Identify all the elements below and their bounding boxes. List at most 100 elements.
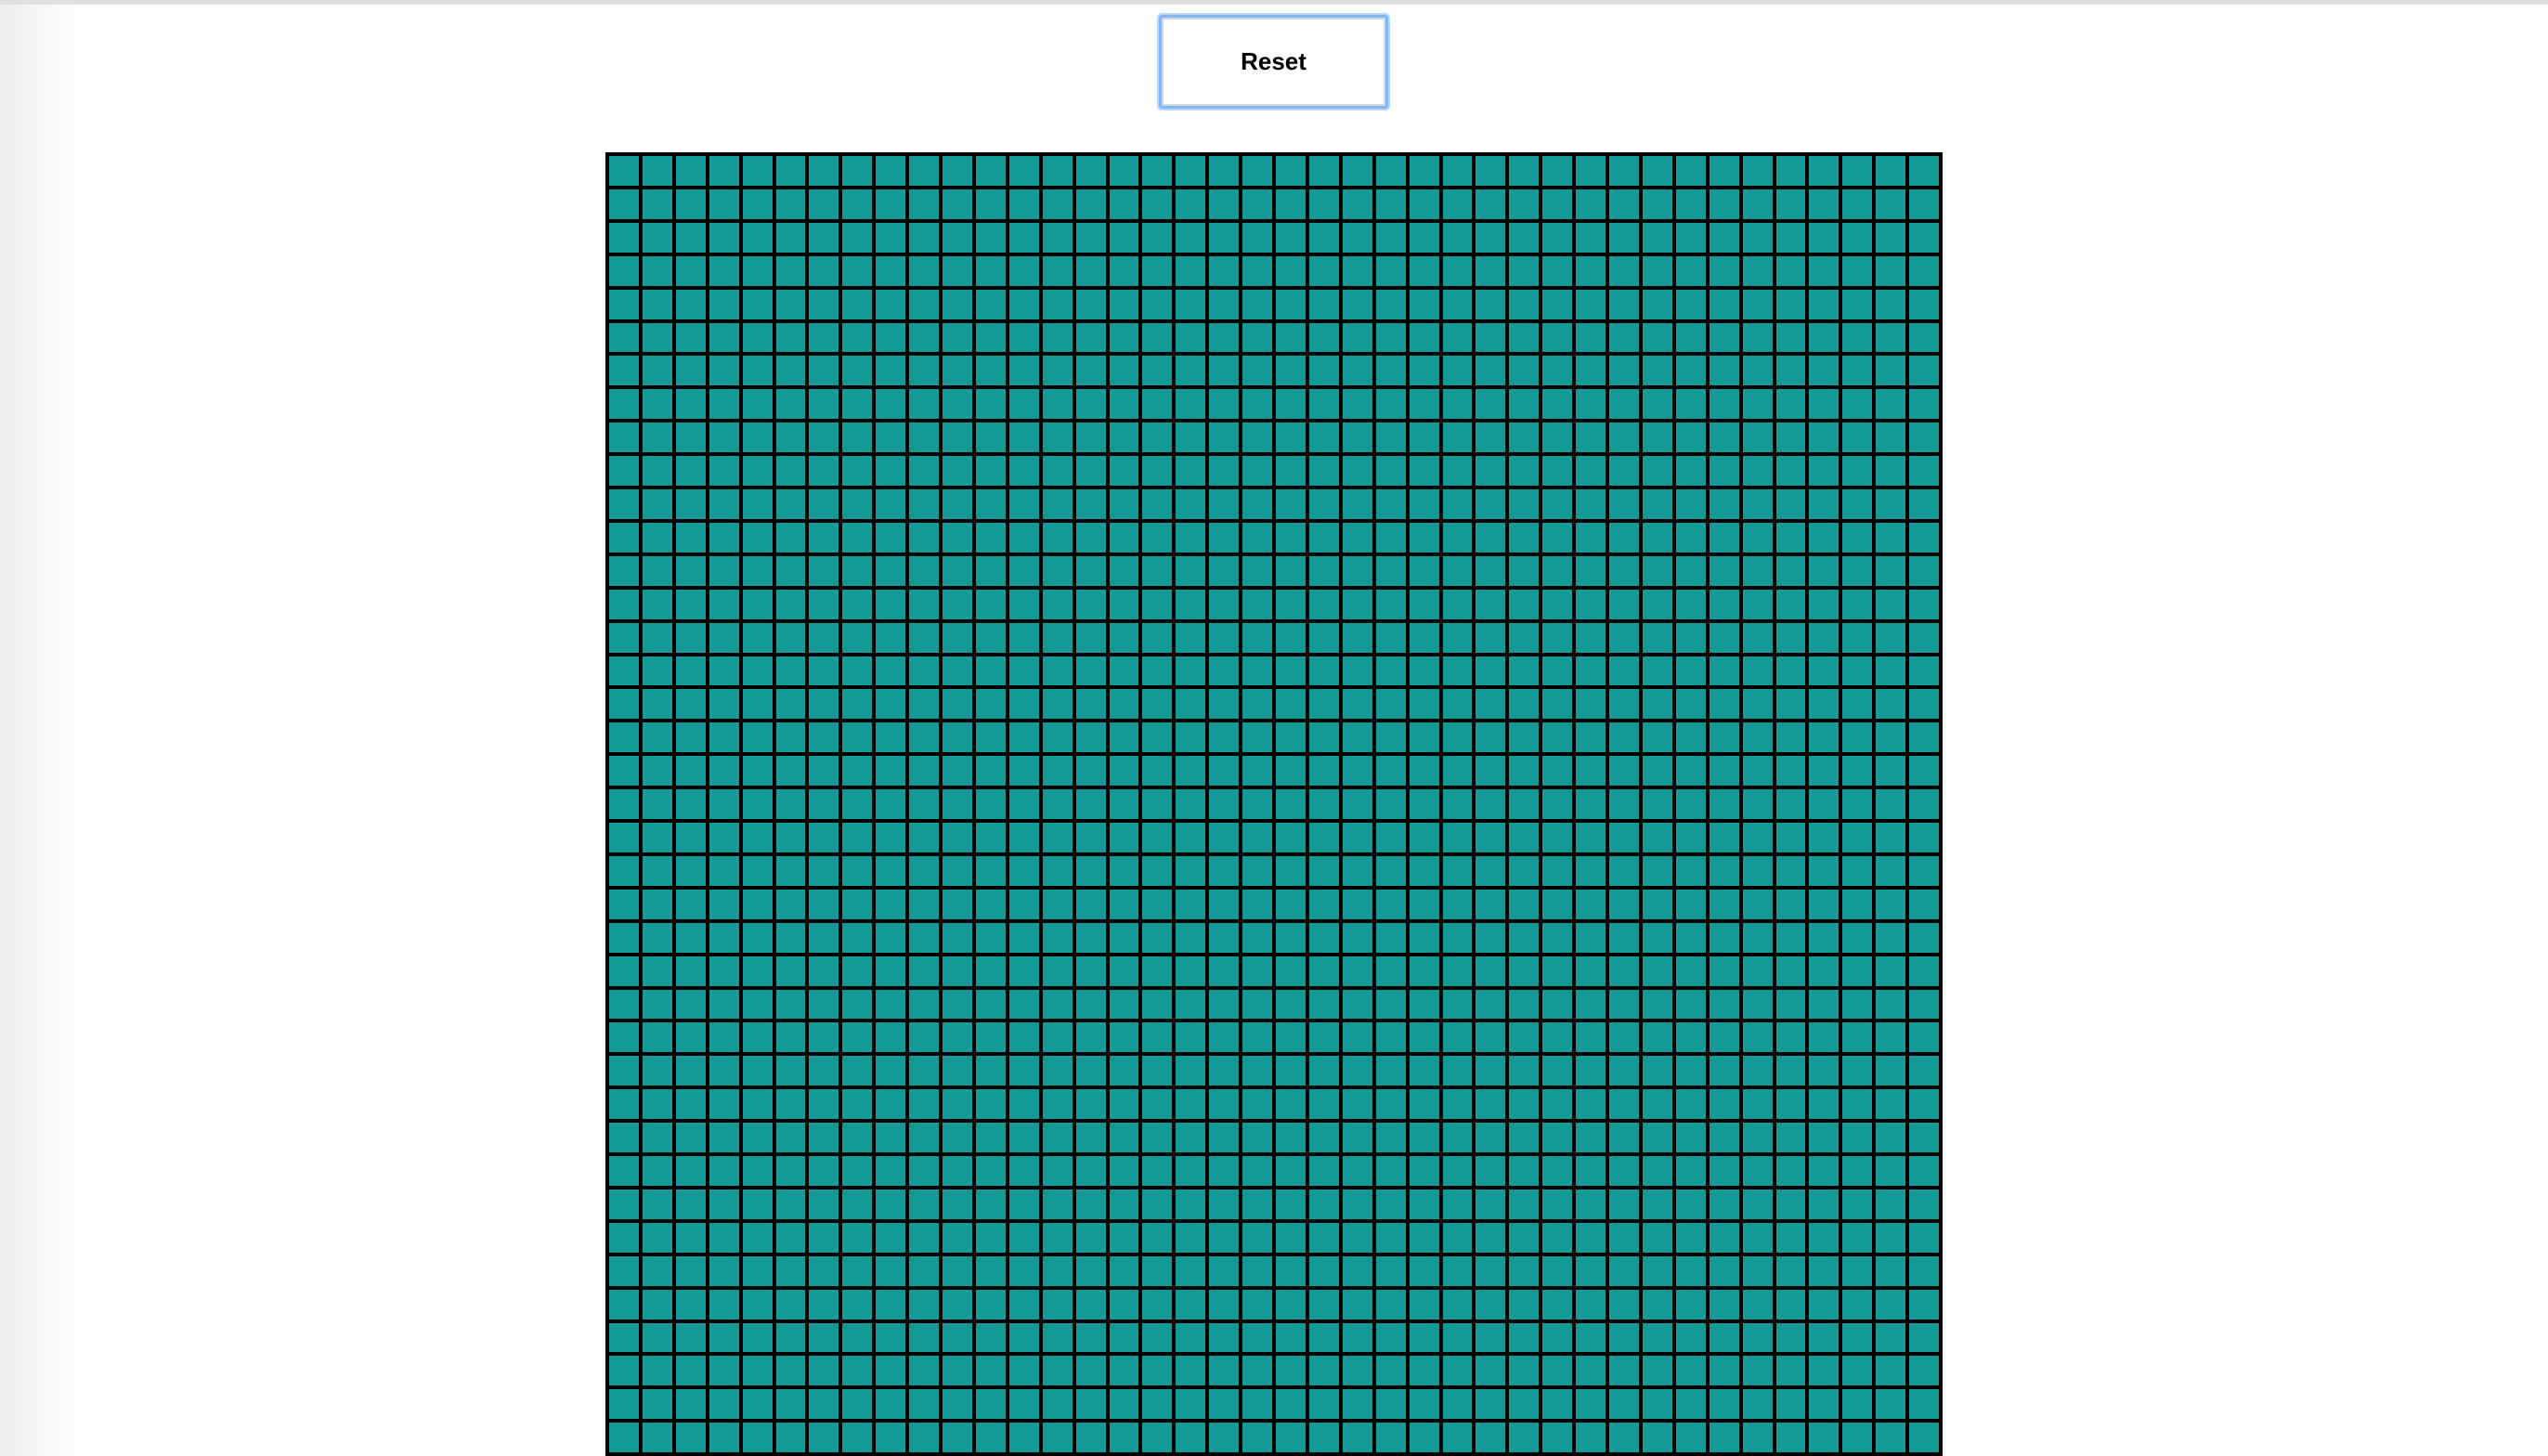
grid-cell[interactable] — [1540, 1287, 1575, 1321]
grid-cell[interactable] — [1807, 821, 1841, 854]
grid-cell[interactable] — [1107, 687, 1141, 722]
grid-cell[interactable] — [1574, 1254, 1607, 1288]
grid-cell[interactable] — [774, 920, 808, 955]
grid-cell[interactable] — [1640, 287, 1674, 321]
grid-cell[interactable] — [973, 154, 1008, 188]
grid-cell[interactable] — [1774, 1187, 1808, 1221]
grid-cell[interactable] — [1907, 1121, 1941, 1154]
grid-cell[interactable] — [1507, 1220, 1541, 1254]
grid-cell[interactable] — [1740, 1387, 1774, 1422]
grid-cell[interactable] — [1373, 1454, 1408, 1456]
grid-cell[interactable] — [874, 488, 908, 521]
grid-cell[interactable] — [1474, 853, 1508, 888]
grid-cell[interactable] — [1007, 354, 1041, 388]
grid-cell[interactable] — [973, 387, 1008, 422]
grid-cell[interactable] — [941, 987, 974, 1021]
grid-cell[interactable] — [1140, 1220, 1175, 1254]
grid-cell[interactable] — [1673, 587, 1708, 621]
grid-cell[interactable] — [1774, 520, 1808, 554]
grid-cell[interactable] — [1440, 1187, 1475, 1221]
grid-cell[interactable] — [1340, 1220, 1374, 1254]
grid-cell[interactable] — [1440, 387, 1475, 422]
grid-cell[interactable] — [707, 287, 741, 321]
grid-cell[interactable] — [907, 754, 941, 788]
grid-cell[interactable] — [1607, 1454, 1641, 1456]
grid-cell[interactable] — [807, 721, 841, 755]
grid-cell[interactable] — [807, 1054, 841, 1088]
grid-cell[interactable] — [1140, 1320, 1175, 1355]
grid-cell[interactable] — [1607, 1154, 1641, 1188]
grid-cell[interactable] — [1907, 853, 1941, 888]
grid-cell[interactable] — [1507, 488, 1541, 521]
grid-cell[interactable] — [1174, 620, 1208, 655]
grid-cell[interactable] — [1474, 1354, 1508, 1388]
grid-cell[interactable] — [973, 1454, 1008, 1456]
grid-cell[interactable] — [1507, 187, 1541, 221]
grid-cell[interactable] — [1640, 553, 1674, 588]
grid-cell[interactable] — [673, 821, 708, 854]
grid-cell[interactable] — [1007, 421, 1041, 455]
grid-cell[interactable] — [1474, 1087, 1508, 1122]
grid-cell[interactable] — [1407, 1187, 1441, 1221]
grid-cell[interactable] — [707, 1187, 741, 1221]
grid-cell[interactable] — [1673, 1220, 1708, 1254]
grid-cell[interactable] — [1874, 488, 1908, 521]
grid-cell[interactable] — [740, 654, 774, 688]
grid-cell[interactable] — [707, 687, 741, 722]
grid-cell[interactable] — [1207, 1220, 1242, 1254]
grid-cell[interactable] — [1073, 920, 1108, 955]
grid-cell[interactable] — [973, 220, 1008, 254]
grid-cell[interactable] — [740, 821, 774, 854]
grid-cell[interactable] — [1174, 654, 1208, 688]
grid-cell[interactable] — [907, 154, 941, 188]
grid-cell[interactable] — [1640, 1020, 1674, 1055]
grid-cell[interactable] — [1241, 220, 1274, 254]
grid-cell[interactable] — [1241, 787, 1274, 821]
grid-cell[interactable] — [907, 687, 941, 722]
grid-cell[interactable] — [874, 1387, 908, 1422]
grid-cell[interactable] — [1440, 687, 1475, 722]
grid-cell[interactable] — [1274, 1421, 1307, 1455]
grid-cell[interactable] — [707, 853, 741, 888]
grid-cell[interactable] — [1607, 954, 1641, 988]
grid-cell[interactable] — [1040, 488, 1074, 521]
grid-cell[interactable] — [1207, 721, 1242, 755]
grid-cell[interactable] — [1373, 787, 1408, 821]
grid-cell[interactable] — [607, 520, 641, 554]
grid-cell[interactable] — [774, 1387, 808, 1422]
grid-cell[interactable] — [1174, 421, 1208, 455]
grid-cell[interactable] — [1507, 1187, 1541, 1221]
grid-cell[interactable] — [1073, 187, 1108, 221]
grid-cell[interactable] — [673, 187, 708, 221]
grid-cell[interactable] — [774, 1421, 808, 1455]
grid-cell[interactable] — [1007, 887, 1041, 921]
grid-cell[interactable] — [1673, 1354, 1708, 1388]
grid-cell[interactable] — [973, 1354, 1008, 1388]
grid-cell[interactable] — [1507, 254, 1541, 288]
grid-cell[interactable] — [1306, 1421, 1341, 1455]
grid-cell[interactable] — [1107, 853, 1141, 888]
grid-cell[interactable] — [640, 1187, 674, 1221]
grid-cell[interactable] — [640, 154, 674, 188]
grid-cell[interactable] — [1474, 387, 1508, 422]
grid-cell[interactable] — [607, 620, 641, 655]
grid-cell[interactable] — [941, 387, 974, 422]
grid-cell[interactable] — [874, 920, 908, 955]
grid-cell[interactable] — [1840, 821, 1875, 854]
grid-cell[interactable] — [1640, 1121, 1674, 1154]
grid-cell[interactable] — [1874, 1454, 1908, 1456]
grid-cell[interactable] — [1373, 721, 1408, 755]
grid-cell[interactable] — [1040, 287, 1074, 321]
grid-cell[interactable] — [1540, 1421, 1575, 1455]
grid-cell[interactable] — [1241, 687, 1274, 722]
grid-cell[interactable] — [1306, 787, 1341, 821]
grid-cell[interactable] — [1807, 320, 1841, 355]
grid-cell[interactable] — [1241, 1254, 1274, 1288]
grid-cell[interactable] — [607, 1320, 641, 1355]
grid-cell[interactable] — [1340, 1254, 1374, 1288]
grid-cell[interactable] — [941, 920, 974, 955]
grid-cell[interactable] — [1207, 354, 1242, 388]
grid-cell[interactable] — [807, 1121, 841, 1154]
grid-cell[interactable] — [607, 1454, 641, 1456]
grid-cell[interactable] — [1407, 821, 1441, 854]
